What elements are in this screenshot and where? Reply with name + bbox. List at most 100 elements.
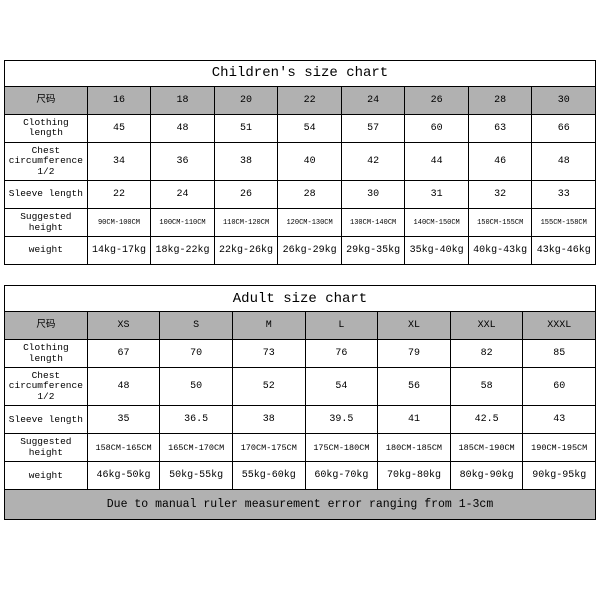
cell: 36.5 <box>160 406 233 434</box>
cell: 73 <box>232 340 305 368</box>
cell: 24 <box>151 181 215 209</box>
size-header: L <box>305 312 378 340</box>
size-header: 18 <box>151 86 215 114</box>
cell: 70kg-80kg <box>378 462 451 490</box>
cell: 26 <box>214 181 278 209</box>
cell: 38 <box>232 406 305 434</box>
size-header: XS <box>87 312 160 340</box>
cell: 155CM-158CM <box>532 209 596 237</box>
row-header: weight <box>5 237 88 265</box>
table-row: Chest circumference 1/2 48 50 52 54 56 5… <box>5 368 596 406</box>
cell: 185CM-190CM <box>450 434 523 462</box>
cell: 48 <box>532 142 596 180</box>
cell: 67 <box>87 340 160 368</box>
cell: 120CM-130CM <box>278 209 342 237</box>
row-header: Suggested height <box>5 209 88 237</box>
cell: 35kg-40kg <box>405 237 469 265</box>
size-header: 24 <box>341 86 405 114</box>
size-header: S <box>160 312 233 340</box>
cell: 33 <box>532 181 596 209</box>
cell: 165CM-170CM <box>160 434 233 462</box>
cell: 43 <box>523 406 596 434</box>
size-header: XXL <box>450 312 523 340</box>
row-header: weight <box>5 462 88 490</box>
cell: 28 <box>278 181 342 209</box>
adult-title: Adult size chart <box>5 286 596 312</box>
cell: 82 <box>450 340 523 368</box>
children-title: Children's size chart <box>5 60 596 86</box>
cell: 175CM-180CM <box>305 434 378 462</box>
cell: 45 <box>87 114 151 142</box>
cell: 55kg-60kg <box>232 462 305 490</box>
cell: 26kg-29kg <box>278 237 342 265</box>
cell: 76 <box>305 340 378 368</box>
cell: 36 <box>151 142 215 180</box>
table-row: Sleeve length 35 36.5 38 39.5 41 42.5 43 <box>5 406 596 434</box>
row-header: Chest circumference 1/2 <box>5 142 88 180</box>
cell: 50 <box>160 368 233 406</box>
cell: 50kg-55kg <box>160 462 233 490</box>
measurement-note: Due to manual ruler measurement error ra… <box>5 490 596 520</box>
cell: 29kg-35kg <box>341 237 405 265</box>
cell: 51 <box>214 114 278 142</box>
cell: 42 <box>341 142 405 180</box>
cell: 39.5 <box>305 406 378 434</box>
cell: 70 <box>160 340 233 368</box>
table-row: Clothing length 67 70 73 76 79 82 85 <box>5 340 596 368</box>
size-header: M <box>232 312 305 340</box>
cell: 31 <box>405 181 469 209</box>
cell: 40 <box>278 142 342 180</box>
cell: 22 <box>87 181 151 209</box>
cell: 22kg-26kg <box>214 237 278 265</box>
cell: 57 <box>341 114 405 142</box>
cell: 56 <box>378 368 451 406</box>
table-row: Chest circumference 1/2 34 36 38 40 42 4… <box>5 142 596 180</box>
row-header: Clothing length <box>5 114 88 142</box>
table-row: Suggested height 90CM-100CM 100CM-110CM … <box>5 209 596 237</box>
cell: 170CM-175CM <box>232 434 305 462</box>
cell: 79 <box>378 340 451 368</box>
cell: 52 <box>232 368 305 406</box>
cell: 90CM-100CM <box>87 209 151 237</box>
size-header: 30 <box>532 86 596 114</box>
table-row: Suggested height 158CM-165CM 165CM-170CM… <box>5 434 596 462</box>
cell: 58 <box>450 368 523 406</box>
cell: 54 <box>278 114 342 142</box>
row-header: Sleeve length <box>5 406 88 434</box>
children-size-chart: Children's size chart 尺码 16 18 20 22 24 … <box>4 60 596 265</box>
cell: 40kg-43kg <box>468 237 532 265</box>
size-header: 28 <box>468 86 532 114</box>
row-header: 尺码 <box>5 86 88 114</box>
size-header: 26 <box>405 86 469 114</box>
size-header: 20 <box>214 86 278 114</box>
cell: 48 <box>151 114 215 142</box>
row-header: Clothing length <box>5 340 88 368</box>
row-header: Suggested height <box>5 434 88 462</box>
cell: 90kg-95kg <box>523 462 596 490</box>
cell: 190CM-195CM <box>523 434 596 462</box>
cell: 60 <box>405 114 469 142</box>
cell: 110CM-120CM <box>214 209 278 237</box>
row-header: 尺码 <box>5 312 88 340</box>
cell: 140CM-150CM <box>405 209 469 237</box>
cell: 85 <box>523 340 596 368</box>
cell: 38 <box>214 142 278 180</box>
size-header: XL <box>378 312 451 340</box>
cell: 32 <box>468 181 532 209</box>
cell: 42.5 <box>450 406 523 434</box>
table-row: Clothing length 45 48 51 54 57 60 63 66 <box>5 114 596 142</box>
cell: 43kg-46kg <box>532 237 596 265</box>
cell: 63 <box>468 114 532 142</box>
cell: 60 <box>523 368 596 406</box>
cell: 100CM-110CM <box>151 209 215 237</box>
adult-table: Adult size chart 尺码 XS S M L XL XXL XXXL… <box>4 285 596 520</box>
cell: 35 <box>87 406 160 434</box>
table-row: weight 46kg-50kg 50kg-55kg 55kg-60kg 60k… <box>5 462 596 490</box>
children-table: Children's size chart 尺码 16 18 20 22 24 … <box>4 60 596 265</box>
cell: 41 <box>378 406 451 434</box>
cell: 48 <box>87 368 160 406</box>
adult-size-chart: Adult size chart 尺码 XS S M L XL XXL XXXL… <box>4 285 596 520</box>
cell: 54 <box>305 368 378 406</box>
cell: 14kg-17kg <box>87 237 151 265</box>
cell: 80kg-90kg <box>450 462 523 490</box>
